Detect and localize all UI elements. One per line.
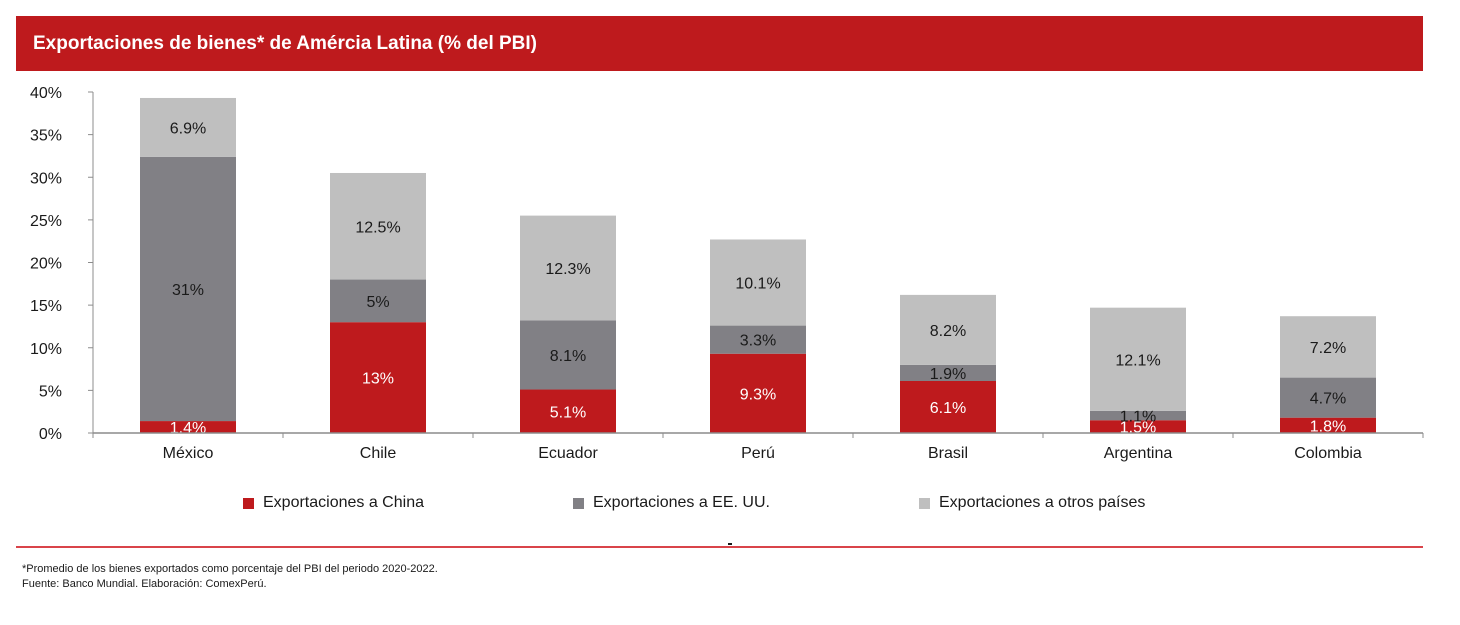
- legend-item-china: Exportaciones a China: [243, 494, 424, 512]
- bar-segment-others: [1280, 316, 1376, 378]
- x-tick-label: Ecuador: [538, 445, 598, 462]
- x-tick-label: Colombia: [1294, 445, 1362, 462]
- data-label: 13%: [362, 371, 394, 388]
- bar-segment-others: [520, 215, 616, 321]
- y-tick-label: 20%: [30, 256, 62, 273]
- footnote: *Promedio de los bienes exportados como …: [22, 563, 438, 575]
- legend-item-usa: Exportaciones a EE. UU.: [573, 494, 770, 512]
- data-label: 3.3%: [740, 333, 776, 350]
- data-label: 1.4%: [170, 420, 206, 437]
- bar-segment-usa: [330, 279, 426, 323]
- bar-segment-others: [330, 172, 426, 280]
- x-tick-label: Perú: [741, 445, 775, 462]
- x-tick-label: Chile: [360, 445, 397, 462]
- legend: Exportaciones a China Exportaciones a EE…: [0, 494, 1460, 516]
- data-label: 8.1%: [550, 348, 586, 365]
- legend-label-usa: Exportaciones a EE. UU.: [593, 494, 770, 511]
- footer-divider: [16, 546, 1423, 548]
- data-label: 6.1%: [930, 400, 966, 417]
- data-label: 12.1%: [1115, 352, 1160, 369]
- y-tick-label: 30%: [30, 170, 62, 187]
- bar-segment-usa: [900, 364, 996, 381]
- legend-label-others: Exportaciones a otros países: [939, 494, 1146, 511]
- bar-segment-china: [710, 353, 806, 433]
- title-bar: Exportaciones de bienes* de Amércia Lati…: [16, 16, 1423, 71]
- y-tick-label: 25%: [30, 213, 62, 230]
- data-label: 6.9%: [170, 120, 206, 137]
- bar-segment-usa: [710, 325, 806, 354]
- bar-segment-usa: [520, 320, 616, 390]
- bar-segment-china: [900, 380, 996, 433]
- legend-swatch-china: [243, 497, 254, 509]
- y-tick-label: 40%: [30, 85, 62, 102]
- bar-segment-others: [900, 294, 996, 365]
- x-tick-label: Brasil: [928, 445, 968, 462]
- bar-segment-usa: [140, 156, 236, 422]
- legend-swatch-others: [919, 497, 930, 509]
- x-tick-label: México: [163, 445, 214, 462]
- data-label: 12.5%: [355, 219, 400, 236]
- bar-segment-china: [330, 322, 426, 433]
- separator-mark: [728, 543, 732, 545]
- bar-segment-usa: [1280, 377, 1376, 418]
- bar-segment-others: [710, 239, 806, 326]
- footnotes: *Promedio de los bienes exportados como …: [22, 562, 438, 592]
- data-label: 5.1%: [550, 404, 586, 421]
- bar-segment-usa: [1090, 410, 1186, 421]
- data-label: 8.2%: [930, 323, 966, 340]
- bar-segment-china: [520, 389, 616, 433]
- data-label: 1.8%: [1310, 418, 1346, 435]
- data-label: 4.7%: [1310, 391, 1346, 408]
- legend-item-others: Exportaciones a otros países: [919, 494, 1145, 512]
- bar-segment-others: [1090, 307, 1186, 411]
- legend-label-china: Exportaciones a China: [263, 494, 424, 511]
- source-note: Fuente: Banco Mundial. Elaboración: Come…: [22, 578, 267, 590]
- bar-segment-others: [140, 97, 236, 157]
- y-tick-label: 10%: [30, 341, 62, 358]
- stacked-bar-chart: 0% 5% 10% 15% 20% 25% 30% 35% 40% 1.4% 31% 6.9% Méxi…: [30, 85, 1424, 462]
- data-label: 12.3%: [545, 261, 590, 278]
- y-tick-label: 0%: [39, 426, 62, 443]
- legend-swatch-usa: [573, 497, 584, 509]
- data-label: 10.1%: [735, 276, 780, 293]
- bar-segment-china: [140, 421, 236, 433]
- data-label: 7.2%: [1310, 340, 1346, 357]
- data-label: 31%: [172, 282, 204, 299]
- x-tick-label: Argentina: [1104, 445, 1173, 462]
- y-tick-label: 5%: [39, 383, 62, 400]
- data-label: 5%: [366, 294, 389, 311]
- data-label: 1.9%: [930, 366, 966, 383]
- data-label: 1.1%: [1120, 409, 1156, 426]
- data-label: 9.3%: [740, 386, 776, 403]
- chart-title: Exportaciones de bienes* de Amércia Lati…: [33, 33, 538, 54]
- bar-segment-china: [1280, 417, 1376, 433]
- y-tick-label: 35%: [30, 128, 62, 145]
- bar-segment-china: [1090, 420, 1186, 433]
- y-tick-label: 15%: [30, 298, 62, 315]
